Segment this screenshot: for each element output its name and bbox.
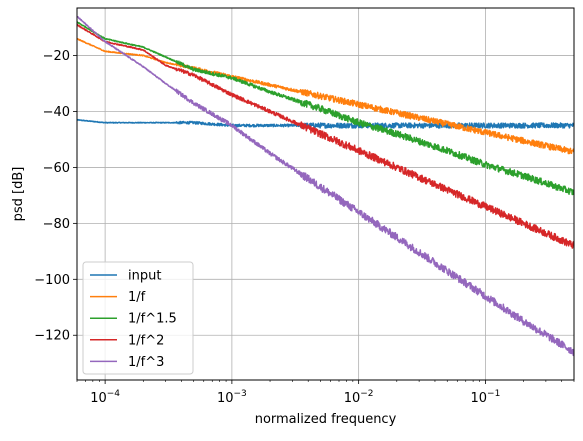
x-tick-label: 10−1: [470, 389, 500, 406]
legend-label-1-f-pow-2: 1/f^2: [128, 333, 164, 348]
y-tick-label: −100: [34, 273, 70, 288]
y-tick-label: −20: [43, 49, 70, 64]
series-layer: [77, 15, 574, 357]
legend: input 1/f 1/f^1.5 1/f^2 1/f^3: [82, 261, 194, 375]
series-line-1-f-pow-2: [77, 23, 574, 249]
legend-label-1-f-pow-3: 1/f^3: [128, 355, 164, 370]
legend-label-1-f-pow-1-5: 1/f^1.5: [128, 312, 177, 327]
axis-ticks: 10−4 10−3 10−2 10−1 −20 −40 −60 −80 −100 −120: [34, 49, 575, 406]
legend-box: [82, 261, 194, 375]
x-tick-label: 10−2: [344, 389, 374, 406]
y-tick-label: −60: [43, 161, 70, 176]
legend-label-input: input: [128, 269, 161, 284]
x-tick-label: 10−3: [217, 389, 247, 406]
y-tick-label: −40: [43, 105, 70, 120]
x-tick-label: 10−4: [90, 389, 120, 406]
x-axis-label: normalized frequency: [255, 412, 397, 427]
y-tick-label: −80: [43, 217, 70, 232]
y-axis-label: psd [dB]: [11, 167, 26, 222]
y-tick-label: −120: [34, 329, 70, 344]
legend-label-1-f: 1/f: [128, 290, 146, 305]
series-line-input: [77, 118, 574, 129]
series-line-1-f-pow-1-5: [77, 21, 574, 196]
plot-frame: [76, 7, 575, 381]
series-line-1-f-pow-3: [77, 15, 574, 357]
